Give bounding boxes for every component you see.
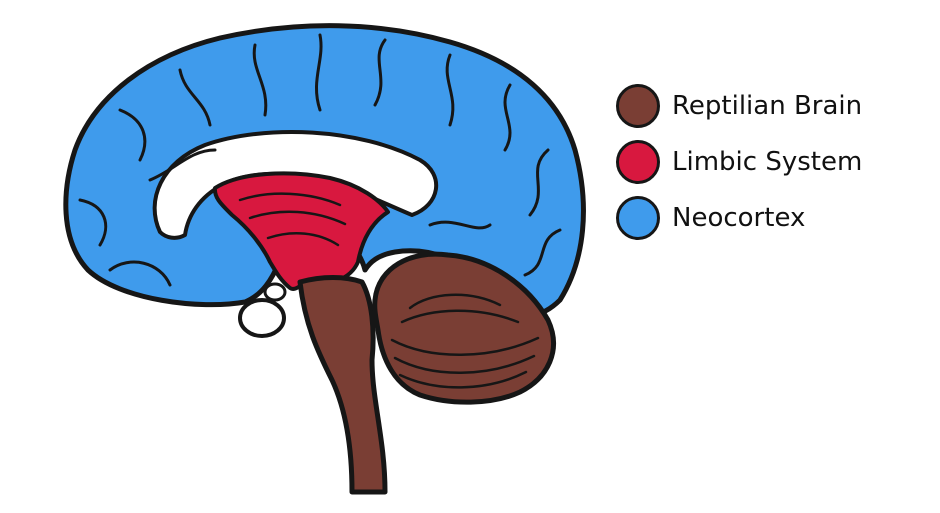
cortex-sulcus — [428, 220, 492, 230]
legend: Reptilian Brain Limbic System Neocortex — [616, 78, 926, 246]
reptilian-brain-swatch — [616, 84, 660, 128]
cortex-sulcus — [528, 148, 550, 217]
legend-label: Limbic System — [672, 147, 863, 177]
mammillary-structure — [263, 282, 287, 302]
cortex-sulcus — [108, 260, 172, 287]
cortex-sulcus — [78, 198, 108, 247]
pituitary-structure — [238, 298, 286, 338]
cerebellum-fold — [398, 370, 528, 389]
brain-illustration — [63, 23, 586, 495]
legend-item-reptilian-brain: Reptilian Brain — [616, 78, 926, 134]
neocortex-swatch — [616, 196, 660, 240]
cortex-sulcus — [178, 68, 212, 127]
legend-item-limbic-system: Limbic System — [616, 134, 926, 190]
limbic-fold — [248, 210, 347, 226]
limbic-fold — [238, 192, 342, 207]
cortex-sulcus — [315, 33, 323, 112]
cortex-sulcus — [252, 43, 268, 117]
cortex-sulcus — [373, 38, 387, 107]
cortex-sulcus — [118, 108, 147, 162]
cerebellum-fold — [408, 293, 502, 310]
legend-item-neocortex: Neocortex — [616, 190, 926, 246]
cerebellum-fold — [390, 336, 540, 356]
cortex-sulcus — [503, 83, 512, 152]
cortex-sulcus — [523, 228, 562, 277]
cerebellum-fold — [400, 309, 520, 324]
cortex-sulcus — [148, 148, 217, 182]
limbic-system-swatch — [616, 140, 660, 184]
cerebellum-fold — [393, 354, 536, 374]
limbic-fold — [266, 232, 340, 247]
legend-label: Neocortex — [672, 203, 806, 233]
cortex-sulcus — [445, 53, 455, 127]
corpus-callosum — [152, 130, 439, 240]
legend-label: Reptilian Brain — [672, 91, 863, 121]
brainstem-region — [297, 275, 388, 495]
